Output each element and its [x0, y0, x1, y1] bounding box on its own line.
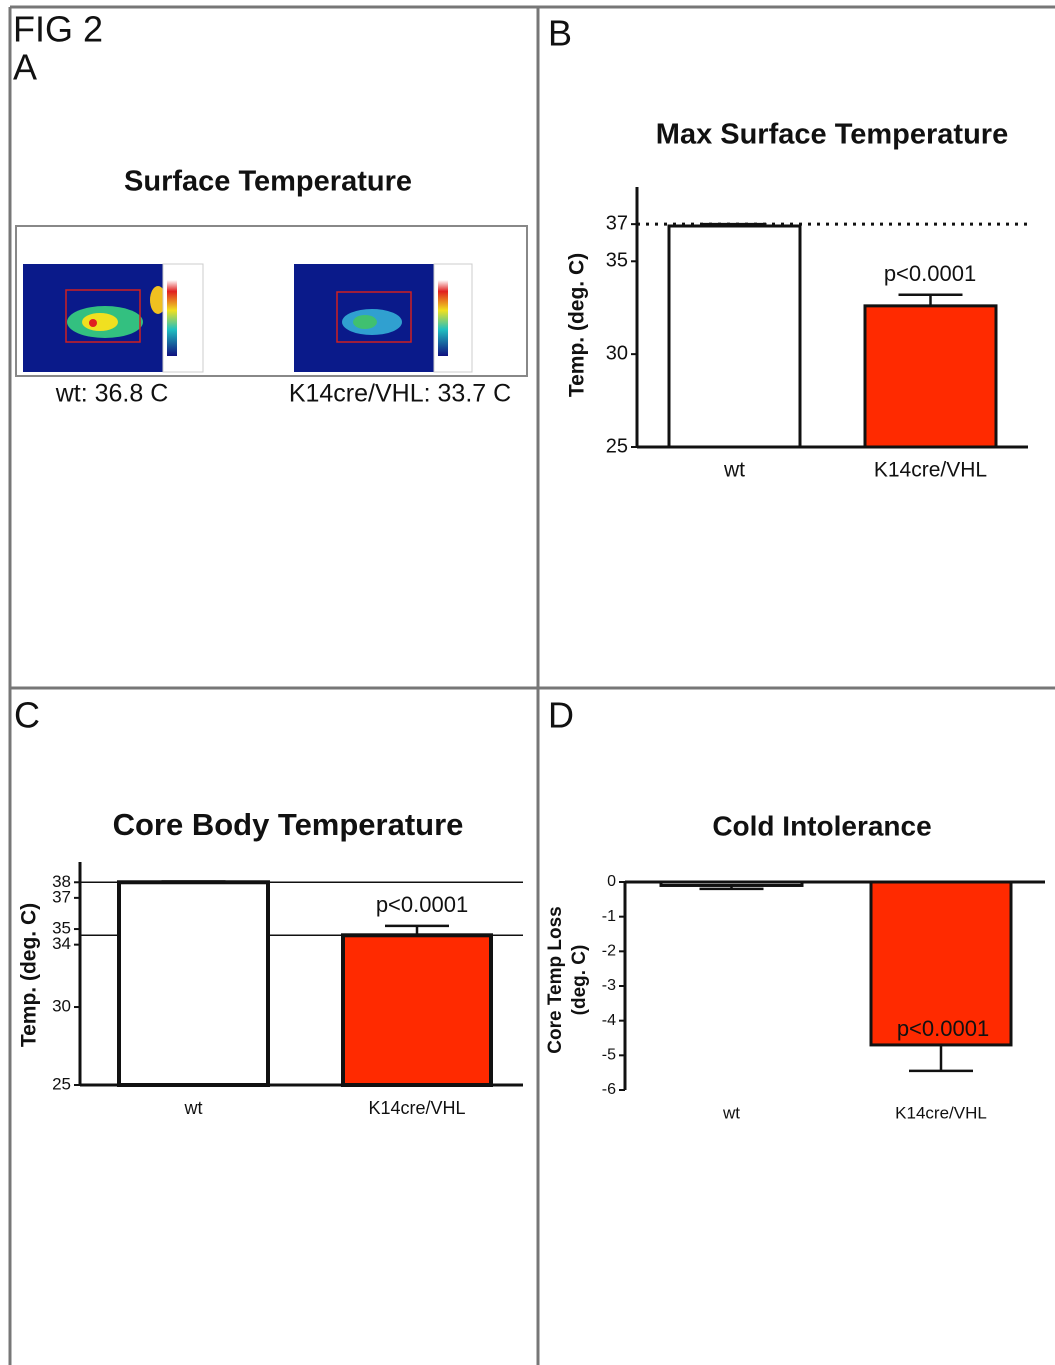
y-tick-label: -4	[602, 1012, 616, 1029]
x-tick-label: wt	[723, 459, 745, 482]
y-axis-label: Temp. (deg. C)	[18, 903, 41, 1047]
y-axis-label: Core Temp Loss	[545, 906, 566, 1053]
y-tick-label: 30	[606, 342, 628, 364]
panel-letter: A	[13, 47, 37, 88]
image-frame	[15, 225, 528, 377]
y-axis-label: (deg. C)	[569, 945, 590, 1016]
figure-label: FIG 2	[13, 9, 103, 50]
image-caption: K14cre/VHL: 33.7 C	[289, 380, 511, 408]
chart-title: Cold Intolerance	[712, 810, 931, 841]
y-tick-label: 35	[52, 919, 71, 938]
x-tick-label: wt	[184, 1098, 203, 1118]
x-tick-label: K14cre/VHL	[895, 1103, 987, 1122]
y-tick-label: -2	[602, 943, 616, 960]
annotation: p<0.0001	[897, 1016, 989, 1041]
annotation: p<0.0001	[884, 261, 976, 286]
y-axis-label: Temp. (deg. C)	[566, 253, 589, 397]
bar	[863, 304, 998, 449]
chart-title: Core Body Temperature	[113, 807, 464, 842]
y-tick-label: 25	[52, 1074, 71, 1093]
y-tick-label: -6	[602, 1081, 616, 1098]
bar	[341, 933, 493, 1087]
bar	[869, 880, 1013, 1047]
thermal-image	[294, 263, 473, 373]
y-tick-label: 25	[606, 435, 628, 457]
panel-letter: B	[548, 13, 572, 54]
y-tick-label: 34	[52, 934, 71, 953]
panel-title: Surface Temperature	[124, 166, 412, 198]
y-tick-label: 30	[52, 997, 71, 1016]
frame	[8, 5, 1055, 1365]
image-caption: wt: 36.8 C	[55, 380, 169, 408]
y-tick-label: -1	[602, 908, 616, 925]
y-tick-label: 0	[607, 873, 616, 890]
y-tick-label: -5	[602, 1047, 616, 1064]
thermal-image	[23, 263, 204, 373]
panel-letter: C	[14, 695, 40, 736]
bar	[117, 880, 270, 1087]
bar	[667, 224, 802, 449]
x-tick-label: K14cre/VHL	[368, 1098, 465, 1118]
y-tick-label: 35	[606, 250, 628, 272]
y-tick-label: 37	[606, 212, 628, 234]
chart-title: Max Surface Temperature	[656, 119, 1008, 151]
y-tick-label: 37	[52, 887, 71, 906]
y-tick-label: 38	[52, 872, 71, 891]
x-tick-label: K14cre/VHL	[874, 459, 987, 482]
annotation: p<0.0001	[376, 892, 468, 917]
x-tick-label: wt	[722, 1103, 740, 1122]
y-tick-label: -3	[602, 977, 616, 994]
panel-letter: D	[548, 695, 574, 736]
